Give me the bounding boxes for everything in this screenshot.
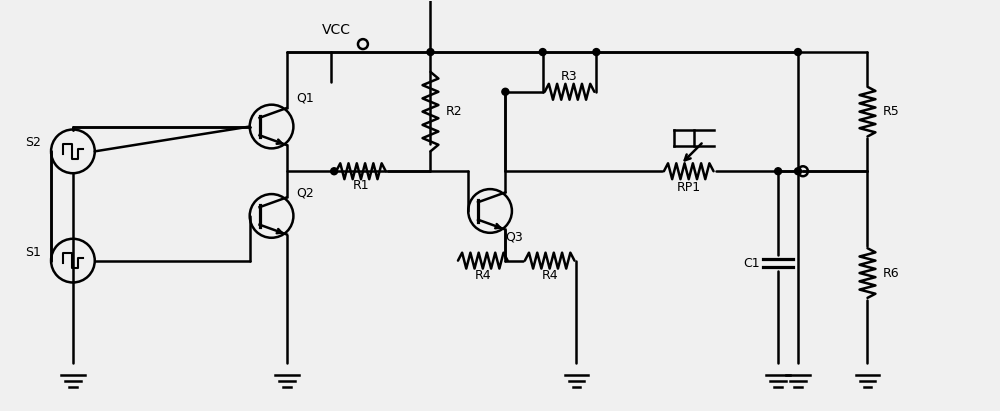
Text: R4: R4 — [475, 268, 491, 282]
Circle shape — [331, 168, 338, 175]
Text: R5: R5 — [882, 105, 899, 118]
Text: R1: R1 — [353, 179, 369, 192]
Text: Q2: Q2 — [296, 186, 314, 199]
Text: R3: R3 — [561, 70, 578, 83]
Text: R6: R6 — [882, 267, 899, 279]
Circle shape — [427, 48, 434, 55]
Text: R2: R2 — [445, 105, 462, 118]
Text: RP1: RP1 — [677, 181, 701, 194]
Text: S2: S2 — [25, 136, 41, 150]
Circle shape — [502, 88, 509, 95]
Circle shape — [794, 48, 801, 55]
Text: VCC: VCC — [322, 23, 351, 37]
Text: C1: C1 — [744, 256, 760, 270]
Circle shape — [775, 168, 782, 175]
Text: Q3: Q3 — [505, 231, 523, 244]
Circle shape — [593, 48, 600, 55]
Text: R4: R4 — [541, 268, 558, 282]
Text: Q1: Q1 — [296, 92, 314, 105]
Circle shape — [539, 48, 546, 55]
Text: S1: S1 — [25, 246, 41, 259]
Circle shape — [794, 168, 801, 175]
